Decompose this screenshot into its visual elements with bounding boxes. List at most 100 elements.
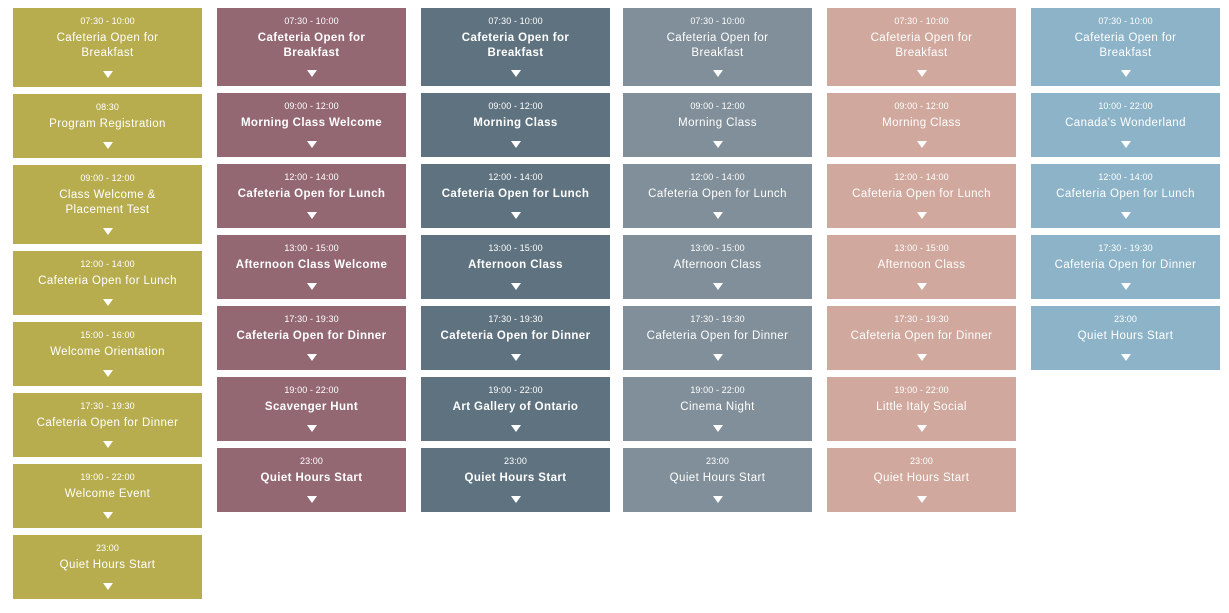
event-card[interactable]: 23:00 Quiet Hours Start	[623, 448, 812, 512]
event-card[interactable]: 23:00 Quiet Hours Start	[13, 535, 202, 599]
event-card[interactable]: 09:00 - 12:00 Class Welcome & Placement T…	[13, 165, 202, 244]
caret-down-icon[interactable]	[916, 354, 927, 361]
caret-down-icon[interactable]	[510, 283, 521, 290]
caret-down-icon[interactable]	[102, 370, 113, 377]
event-time: 19:00 - 22:00	[80, 472, 135, 482]
caret-down-icon[interactable]	[306, 212, 317, 219]
event-time: 19:00 - 22:00	[894, 385, 949, 395]
event-title: Cafeteria Open for Lunch	[441, 188, 590, 200]
caret-down-icon[interactable]	[306, 70, 317, 77]
event-title: Welcome Orientation	[50, 346, 165, 358]
caret-down-icon[interactable]	[712, 496, 723, 503]
caret-down-icon[interactable]	[1120, 354, 1131, 361]
event-card[interactable]: 12:00 - 14:00 Cafeteria Open for Lunch	[827, 164, 1016, 228]
caret-down-icon[interactable]	[102, 71, 113, 78]
caret-down-icon[interactable]	[510, 496, 521, 503]
event-card[interactable]: 07:30 - 10:00 Cafeteria Open for Breakfas…	[1031, 8, 1220, 86]
caret-down-icon[interactable]	[916, 425, 927, 432]
event-card[interactable]: 10:00 - 22:00 Canada's Wonderland	[1031, 93, 1220, 157]
caret-down-icon[interactable]	[306, 425, 317, 432]
event-card[interactable]: 23:00 Quiet Hours Start	[827, 448, 1016, 512]
event-card[interactable]: 12:00 - 14:00 Cafeteria Open for Lunch	[13, 251, 202, 315]
caret-down-icon[interactable]	[102, 441, 113, 448]
caret-down-icon[interactable]	[510, 354, 521, 361]
caret-down-icon[interactable]	[306, 283, 317, 290]
caret-down-icon[interactable]	[916, 212, 927, 219]
caret-down-icon[interactable]	[712, 354, 723, 361]
event-card[interactable]: 09:00 - 12:00 Morning Class	[421, 93, 610, 157]
caret-down-icon[interactable]	[306, 141, 317, 148]
caret-down-icon[interactable]	[102, 142, 113, 149]
event-card[interactable]: 17:30 - 19:30 Cafeteria Open for Dinner	[827, 306, 1016, 370]
caret-down-icon[interactable]	[1120, 141, 1131, 148]
caret-down-icon[interactable]	[916, 141, 927, 148]
event-title: Cinema Night	[680, 401, 755, 413]
event-title: Afternoon Class	[673, 259, 762, 271]
caret-down-icon[interactable]	[916, 283, 927, 290]
event-card[interactable]: 13:00 - 15:00 Afternoon Class	[827, 235, 1016, 299]
caret-down-icon[interactable]	[510, 141, 521, 148]
caret-down-icon[interactable]	[916, 70, 927, 77]
caret-down-icon[interactable]	[306, 496, 317, 503]
event-title: Welcome Event	[64, 488, 151, 500]
caret-down-icon[interactable]	[1120, 212, 1131, 219]
event-card[interactable]: 09:00 - 12:00 Morning Class Welcome	[217, 93, 406, 157]
event-card[interactable]: 19:00 - 22:00 Welcome Event	[13, 464, 202, 528]
caret-down-icon[interactable]	[102, 228, 113, 235]
event-card[interactable]: 19:00 - 22:00 Art Gallery of Ontario	[421, 377, 610, 441]
caret-down-icon[interactable]	[712, 70, 723, 77]
event-card[interactable]: 17:30 - 19:30 Cafeteria Open for Dinner	[421, 306, 610, 370]
event-card[interactable]: 15:00 - 16:00 Welcome Orientation	[13, 322, 202, 386]
caret-down-icon[interactable]	[712, 283, 723, 290]
event-card[interactable]: 07:30 - 10:00 Cafeteria Open for Breakfas…	[217, 8, 406, 86]
event-card[interactable]: 23:00 Quiet Hours Start	[421, 448, 610, 512]
event-title: Morning Class	[678, 117, 757, 129]
caret-down-icon[interactable]	[102, 512, 113, 519]
caret-down-icon[interactable]	[916, 496, 927, 503]
event-card[interactable]: 17:30 - 19:30 Cafeteria Open for Dinner	[1031, 235, 1220, 299]
event-card[interactable]: 07:30 - 10:00 Cafeteria Open for Breakfas…	[421, 8, 610, 86]
event-title: Quiet Hours Start	[873, 472, 970, 484]
event-card[interactable]: 07:30 - 10:00 Cafeteria Open for Breakfas…	[827, 8, 1016, 86]
event-card[interactable]: 09:00 - 12:00 Morning Class	[623, 93, 812, 157]
event-title: Canada's Wonderland	[1065, 117, 1186, 129]
event-title: Quiet Hours Start	[464, 472, 567, 484]
caret-down-icon[interactable]	[510, 425, 521, 432]
event-card[interactable]: 13:00 - 15:00 Afternoon Class	[421, 235, 610, 299]
event-card[interactable]: 19:00 - 22:00 Cinema Night	[623, 377, 812, 441]
event-time: 07:30 - 10:00	[690, 16, 745, 26]
event-card[interactable]: 17:30 - 19:30 Cafeteria Open for Dinner	[13, 393, 202, 457]
event-title: Quiet Hours Start	[260, 472, 363, 484]
event-card[interactable]: 13:00 - 15:00 Afternoon Class Welcome	[217, 235, 406, 299]
event-time: 09:00 - 12:00	[80, 173, 135, 183]
event-time: 12:00 - 14:00	[80, 259, 135, 269]
event-card[interactable]: 17:30 - 19:30 Cafeteria Open for Dinner	[623, 306, 812, 370]
caret-down-icon[interactable]	[510, 70, 521, 77]
event-card[interactable]: 19:00 - 22:00 Little Italy Social	[827, 377, 1016, 441]
caret-down-icon[interactable]	[510, 212, 521, 219]
event-time: 23:00	[503, 456, 528, 466]
event-time: 13:00 - 15:00	[488, 243, 543, 253]
event-card[interactable]: 09:00 - 12:00 Morning Class	[827, 93, 1016, 157]
event-card[interactable]: 12:00 - 14:00 Cafeteria Open for Lunch	[217, 164, 406, 228]
event-card[interactable]: 08:30 Program Registration	[13, 94, 202, 158]
event-card[interactable]: 12:00 - 14:00 Cafeteria Open for Lunch	[1031, 164, 1220, 228]
event-card[interactable]: 23:00 Quiet Hours Start	[1031, 306, 1220, 370]
caret-down-icon[interactable]	[712, 141, 723, 148]
caret-down-icon[interactable]	[1120, 283, 1131, 290]
event-card[interactable]: 07:30 - 10:00 Cafeteria Open for Breakfas…	[13, 8, 202, 87]
event-card[interactable]: 23:00 Quiet Hours Start	[217, 448, 406, 512]
caret-down-icon[interactable]	[102, 299, 113, 306]
caret-down-icon[interactable]	[712, 212, 723, 219]
event-card[interactable]: 12:00 - 14:00 Cafeteria Open for Lunch	[421, 164, 610, 228]
caret-down-icon[interactable]	[1120, 70, 1131, 77]
event-card[interactable]: 12:00 - 14:00 Cafeteria Open for Lunch	[623, 164, 812, 228]
event-title: Morning Class	[882, 117, 961, 129]
caret-down-icon[interactable]	[306, 354, 317, 361]
event-card[interactable]: 13:00 - 15:00 Afternoon Class	[623, 235, 812, 299]
event-card[interactable]: 19:00 - 22:00 Scavenger Hunt	[217, 377, 406, 441]
event-card[interactable]: 07:30 - 10:00 Cafeteria Open for Breakfas…	[623, 8, 812, 86]
caret-down-icon[interactable]	[712, 425, 723, 432]
event-card[interactable]: 17:30 - 19:30 Cafeteria Open for Dinner	[217, 306, 406, 370]
caret-down-icon[interactable]	[102, 583, 113, 590]
